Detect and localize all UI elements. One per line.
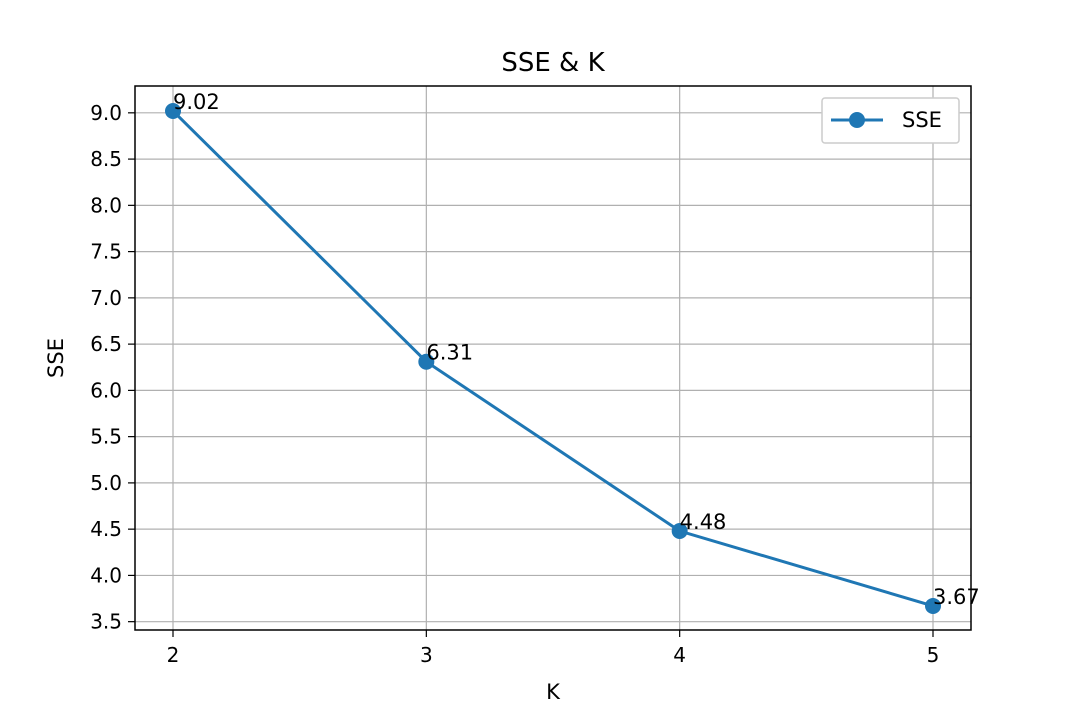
y-tick-label: 9.0 [90,101,122,125]
y-tick-label: 3.5 [90,610,122,634]
data-point-marker [925,597,941,614]
plot-area-frame [134,85,972,631]
y-tick-label: 4.5 [90,517,122,541]
x-axis-label: K [546,680,561,704]
y-tick-label: 8.5 [90,147,122,171]
data-point-label: 4.48 [680,510,727,534]
chart-title: SSE & K [501,48,605,78]
x-tick-label: 5 [927,643,940,667]
y-tick-label: 6.5 [90,332,122,356]
legend-series-marker [849,112,865,128]
data-point-label: 6.31 [426,341,473,365]
data-point-marker [418,353,435,370]
y-tick-label: 8.0 [90,193,122,217]
y-tick-label: 6.0 [90,378,122,402]
y-tick-label: 5.5 [90,425,122,449]
y-axis-label: SSE [44,338,68,378]
data-point-label: 9.02 [173,90,220,114]
grid-lines [135,86,971,630]
x-tick-label: 2 [167,643,180,667]
legend-series-label: SSE [902,108,942,132]
data-point-label: 3.67 [933,585,980,609]
data-series: 9.02 6.31 4.48 3.67 [165,90,980,614]
y-tick-label: 7.5 [90,240,122,264]
y-tick-label: 5.0 [90,471,122,495]
x-tick-label: 4 [673,643,686,667]
x-tick-label: 3 [420,643,433,667]
axis-ticks: 2 3 4 5 3.5 4.0 4.5 5.0 5.5 6.0 6.5 7.0 7.5 8.0 8.5 9.0 [90,101,939,667]
data-point-marker [165,102,181,119]
y-tick-label: 4.0 [90,563,122,587]
legend-box [821,97,960,144]
legend: SSE [821,97,960,144]
y-tick-label: 7.0 [90,286,122,310]
series-line [171,109,934,608]
data-point-marker [671,523,688,540]
